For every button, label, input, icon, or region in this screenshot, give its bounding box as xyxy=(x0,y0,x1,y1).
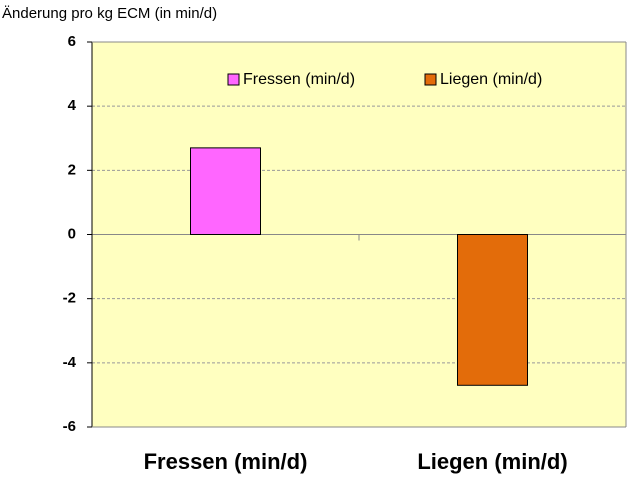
y-tick-label: -2 xyxy=(63,290,76,307)
y-tick-label: 4 xyxy=(68,97,77,114)
y-axis-label: Änderung pro kg ECM (in min/d) xyxy=(2,5,217,22)
y-tick-label: -6 xyxy=(63,418,76,435)
bar xyxy=(457,234,528,386)
x-tick-label: Liegen (min/d) xyxy=(417,449,567,474)
legend-swatch xyxy=(227,73,240,86)
y-tick-label: 6 xyxy=(68,33,76,50)
bar xyxy=(190,147,261,235)
y-tick-label: -4 xyxy=(63,354,77,371)
y-tick-label: 0 xyxy=(68,225,76,242)
x-tick-label: Fressen (min/d) xyxy=(144,449,308,474)
legend-swatch xyxy=(424,73,437,86)
legend-label: Fressen (min/d) xyxy=(243,71,355,88)
legend-label: Liegen (min/d) xyxy=(440,71,542,88)
y-tick-label: 2 xyxy=(68,161,76,178)
